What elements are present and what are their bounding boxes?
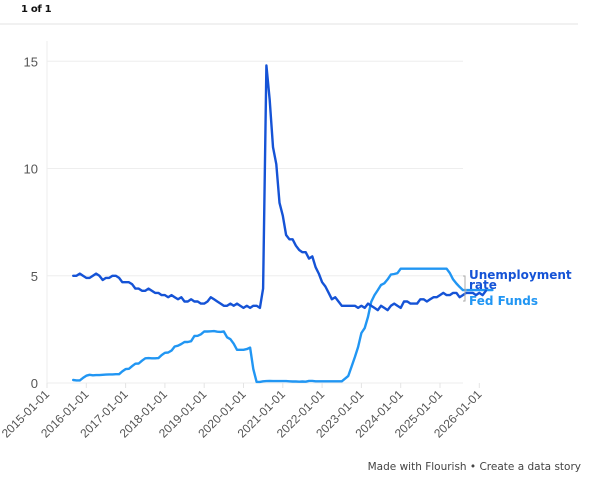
y-tick-label: 0	[31, 376, 38, 391]
create-data-story-link[interactable]: Create a data story	[479, 461, 581, 473]
y-tick-label: 5	[31, 269, 38, 284]
unemployment-rate-label: Unemployment rate	[469, 268, 572, 292]
page-counter: 1 of 1	[21, 4, 52, 15]
y-tick-label: 15	[24, 54, 38, 69]
fed-funds-line[interactable]	[71, 267, 494, 384]
fed-funds-label: Fed Funds	[469, 294, 539, 308]
made-with-flourish-link[interactable]: Made with Flourish	[367, 461, 467, 473]
footer-bullet: •	[466, 461, 480, 473]
unemployment-rate-line[interactable]	[71, 64, 488, 312]
y-axis: 0 5 10 15	[24, 54, 38, 391]
y-tick-label: 10	[24, 162, 38, 177]
unemployment-label-line1: Unemployment	[469, 268, 572, 282]
chart-gridlines	[46, 41, 463, 387]
x-axis: 2015-01-012016-01-012017-01-012018-01-01…	[0, 383, 485, 441]
flourish-footer: Made with Flourish • Create a data story	[368, 461, 581, 473]
header-separator	[0, 23, 578, 25]
label-connector-bracket	[463, 275, 467, 302]
unemployment-label-line2: rate	[469, 278, 497, 292]
